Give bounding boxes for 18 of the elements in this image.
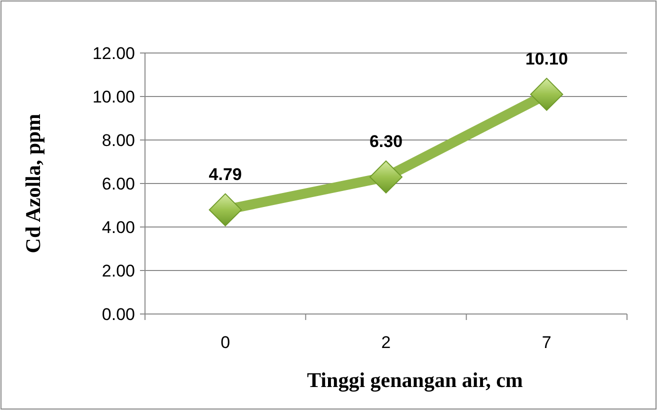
x-tick-label: 7 bbox=[542, 333, 552, 352]
y-tick-label: 2.00 bbox=[102, 261, 135, 280]
data-label: 10.10 bbox=[525, 49, 568, 68]
x-tick-label: 0 bbox=[220, 333, 230, 352]
y-tick-label: 4.00 bbox=[102, 218, 135, 237]
y-tick-label: 6.00 bbox=[102, 174, 135, 194]
point bbox=[370, 160, 402, 194]
y-tick-label: 12.00 bbox=[92, 44, 135, 63]
y-tick-label: 0.00 bbox=[102, 304, 135, 324]
data-label: 6.30 bbox=[369, 132, 403, 151]
point bbox=[208, 193, 242, 226]
point bbox=[530, 78, 564, 111]
y-tick-label: 10.00 bbox=[92, 87, 135, 106]
y-axis-title: Cd Azolla, ppm bbox=[21, 113, 45, 254]
x-tick-label: 2 bbox=[381, 333, 391, 352]
x-axis-title: Tinggi genangan air, cm bbox=[307, 368, 524, 392]
data-label: 4.79 bbox=[208, 164, 242, 184]
y-tick-label: 8.00 bbox=[102, 130, 135, 150]
